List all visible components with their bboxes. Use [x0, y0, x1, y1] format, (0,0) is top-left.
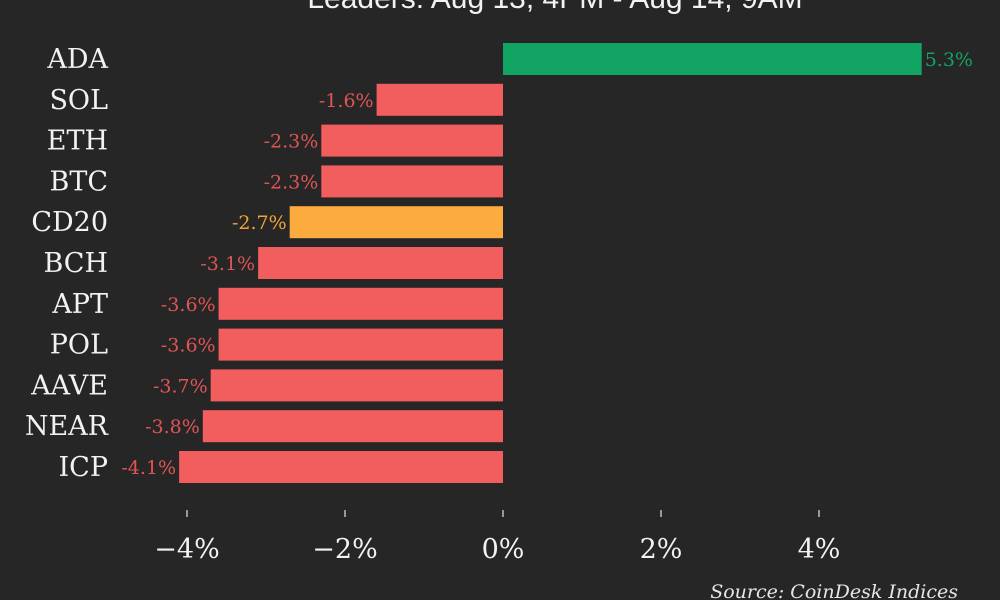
category-label-sol: SOL: [49, 85, 108, 116]
category-label-aave: AAVE: [30, 370, 108, 401]
bar-btc: [321, 165, 503, 198]
value-label-eth: -2.3%: [264, 131, 319, 153]
value-label-near: -3.8%: [145, 416, 200, 438]
bar-apt: [218, 287, 503, 320]
value-label-btc: -2.3%: [264, 171, 319, 193]
x-tick-label: −2%: [312, 534, 377, 565]
value-label-sol: -1.6%: [319, 90, 374, 112]
category-label-pol: POL: [50, 330, 108, 361]
x-tick-label: 4%: [798, 534, 841, 565]
value-label-bch: -3.1%: [200, 253, 255, 275]
value-label-cd20: -2.7%: [232, 212, 287, 234]
source-note: Source: CoinDesk Indices: [710, 581, 958, 600]
category-label-ada: ADA: [46, 44, 108, 75]
bar-aave: [210, 369, 503, 402]
value-label-ada: 5.3%: [925, 49, 973, 71]
value-label-icp: -4.1%: [121, 457, 176, 479]
bar-bch: [258, 247, 503, 279]
value-label-pol: -3.6%: [161, 335, 216, 357]
value-label-apt: -3.6%: [161, 294, 216, 316]
value-label-aave: -3.7%: [153, 375, 208, 397]
bar-icp: [179, 451, 503, 483]
category-label-cd20: CD20: [31, 207, 108, 238]
category-label-eth: ETH: [47, 126, 108, 157]
category-label-apt: APT: [51, 289, 108, 320]
category-label-near: NEAR: [25, 411, 109, 442]
bar-ada: [503, 43, 922, 75]
bar-sol: [376, 83, 503, 116]
x-tick-label: −4%: [154, 534, 219, 565]
x-tick-label: 0%: [482, 534, 525, 565]
bar-pol: [218, 328, 503, 361]
category-label-icp: ICP: [59, 452, 109, 483]
bar-eth: [321, 124, 503, 157]
chart-title: Leaders: Aug 13, 4PM - Aug 14, 9AM: [307, 0, 802, 15]
x-tick-label: 2%: [640, 534, 683, 565]
category-label-bch: BCH: [43, 248, 108, 279]
category-label-btc: BTC: [49, 166, 108, 197]
bar-near: [202, 410, 504, 443]
bar-cd20: [289, 206, 503, 239]
